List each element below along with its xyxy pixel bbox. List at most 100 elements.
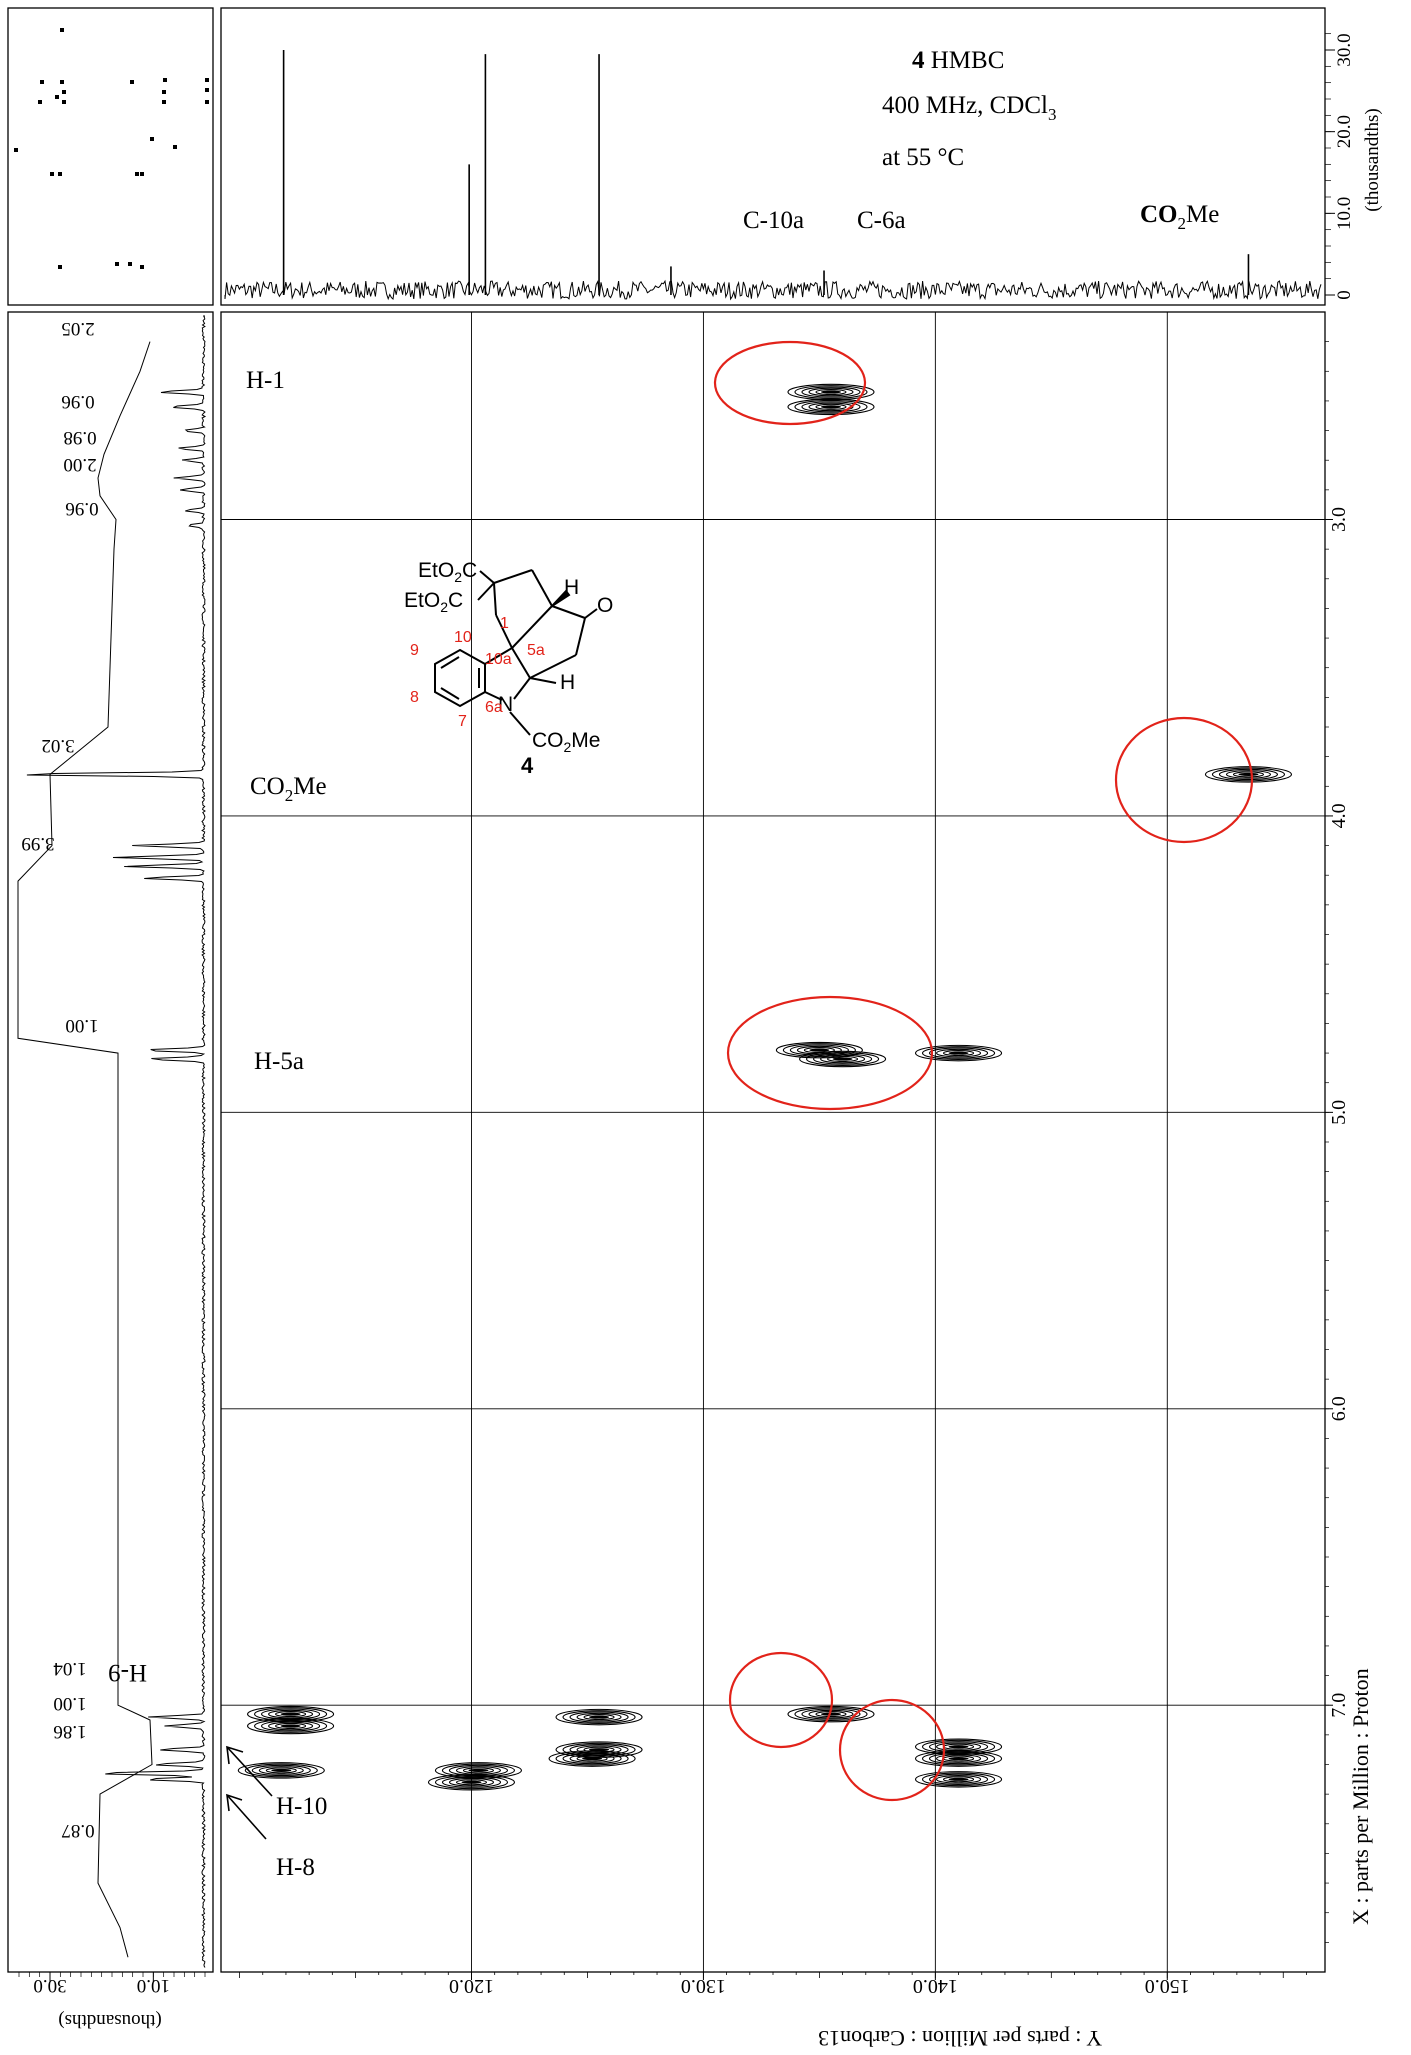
thumbnail-dot (205, 78, 209, 82)
thumbnail-dot (62, 100, 66, 104)
top-axis-label: 30.0 (1334, 33, 1355, 66)
integral-label: 3.02 (41, 735, 74, 756)
label-h10: H-10 (276, 1793, 327, 1820)
thumbnail-dot (162, 100, 166, 104)
integral-label: 1.00 (65, 1015, 98, 1036)
arrow-h10-head (226, 1745, 244, 1765)
integral-label: 3.99 (21, 833, 54, 854)
svg-text:9: 9 (410, 642, 419, 659)
thumbnail-dot (62, 90, 66, 94)
y-tick-label: 4.0 (1328, 803, 1350, 828)
integral-label: 0.96 (65, 498, 98, 519)
bond-c1-c2 (493, 582, 497, 616)
bond-c3a-ketone (551, 605, 586, 619)
cross-peak (787, 398, 875, 416)
left-axis-label: 30.0 (33, 1975, 66, 1996)
highlight-h9-c10a (728, 1651, 834, 1749)
carbon-axis-ticks: 120.0 130.0 140.0 150.0 (239, 1972, 1307, 1997)
svg-text:4: 4 (521, 753, 534, 778)
arrow-h10 (226, 1746, 273, 1797)
thumbnail-dot (140, 265, 144, 269)
x-tick-label: 130.0 (681, 1975, 726, 1997)
highlight-circles (713, 340, 1254, 1802)
bond-n-c6a (484, 691, 503, 701)
cross-peak (914, 1750, 1003, 1767)
y-tick-label: 7.0 (1328, 1693, 1350, 1718)
left-axis-label: 10.0 (137, 1975, 170, 1996)
cross-peak (787, 383, 875, 401)
benzene-ring (434, 648, 486, 708)
bond-c5a-h (529, 677, 557, 684)
integral-label: 1.00 (53, 1693, 86, 1714)
cross-peak (434, 1762, 522, 1779)
thumbnail-dot (130, 80, 134, 84)
label-h5a: H-5a (254, 1048, 304, 1075)
bond-c2-c3 (493, 569, 533, 584)
integral-label: 0.96 (61, 391, 94, 412)
integral-label: 1.04 (53, 1658, 87, 1679)
thumbnail-dot (162, 90, 166, 94)
thumbnail-dot (205, 100, 209, 104)
main-contour-panel (220, 311, 1326, 1973)
bond-n-carbamate (509, 711, 531, 736)
integral-label: 1.86 (53, 1721, 86, 1742)
title-line-3: at 55 °C (882, 144, 964, 171)
annotation-co2me: CO2Me (1140, 201, 1219, 233)
bond-c10b-c1 (495, 614, 513, 649)
svg-text:H: H (560, 671, 575, 694)
thumbnail-dot (140, 172, 144, 176)
bond-c10b-c5a (511, 647, 531, 679)
bond-ketone-ch2 (575, 617, 586, 656)
benzene-double-2 (440, 687, 460, 700)
grid-lines (221, 312, 1325, 1972)
thumbnail-panel (7, 7, 214, 306)
svg-text:10: 10 (454, 629, 472, 646)
thumbnail-dot (163, 78, 167, 82)
integral-label: 0.98 (63, 427, 96, 448)
cross-peak (247, 1717, 335, 1735)
integral-label: 0.87 (61, 1820, 94, 1841)
cross-peak (914, 1771, 1003, 1788)
integral-label: 2.05 (61, 318, 94, 339)
cross-peak (775, 1041, 863, 1059)
proton-integral-values: 2.05 0.96 0.98 2.00 0.96 3.02 3.99 1.00 1.04 1.00… (21, 318, 98, 1841)
thumbnail-dot (58, 172, 62, 176)
y-tick-label: 3.0 (1328, 507, 1350, 532)
x-tick-label: 120.0 (449, 1975, 494, 1997)
thumbnail-dot (55, 95, 59, 99)
highlight-h1-c10a (713, 340, 867, 426)
svg-text:10a: 10a (485, 651, 512, 668)
bond-ch2-c5a (529, 654, 577, 679)
svg-text:8: 8 (410, 689, 419, 706)
arrows-h10-h8 (226, 1745, 273, 1840)
label-co2me: CO2Me (250, 773, 327, 805)
cross-peaks (237, 383, 1293, 1791)
thumbnail-dot (50, 172, 54, 176)
thumbnail-dot (60, 28, 64, 32)
thumbnail-dot (115, 262, 119, 266)
cross-peak (237, 1762, 325, 1779)
benzene-double-1 (440, 656, 460, 669)
cross-peak (799, 1050, 887, 1068)
thumbnail-dot (40, 80, 44, 84)
annotation-c10a: C-10a (743, 207, 804, 234)
highlight-co2me (1114, 716, 1254, 844)
title-line-1: 4 HMBC (912, 47, 1004, 74)
top-axis-title: (thousandths) (1362, 108, 1383, 211)
x-axis-title: Y : parts per Million : Carbon13 (818, 2026, 1102, 2051)
svg-text:1: 1 (500, 615, 509, 632)
thumbnail-dot (173, 145, 177, 149)
top-projection-axis: 0 10.0 20.0 30.0 (thousandths) (1324, 8, 1383, 305)
svg-text:H: H (564, 576, 579, 599)
carbon-projection-trace (224, 279, 1322, 301)
label-h8: H-8 (276, 1854, 315, 1881)
cross-peak (427, 1774, 516, 1791)
annotation-c6a: C-6a (857, 207, 906, 234)
cross-peak (1204, 766, 1293, 783)
y-tick-label: 5.0 (1328, 1100, 1350, 1125)
svg-text:CO2Me: CO2Me (532, 729, 600, 755)
svg-text:6a: 6a (485, 699, 503, 716)
svg-text:EtO2C: EtO2C (404, 589, 463, 615)
cross-peak (914, 1044, 1003, 1062)
